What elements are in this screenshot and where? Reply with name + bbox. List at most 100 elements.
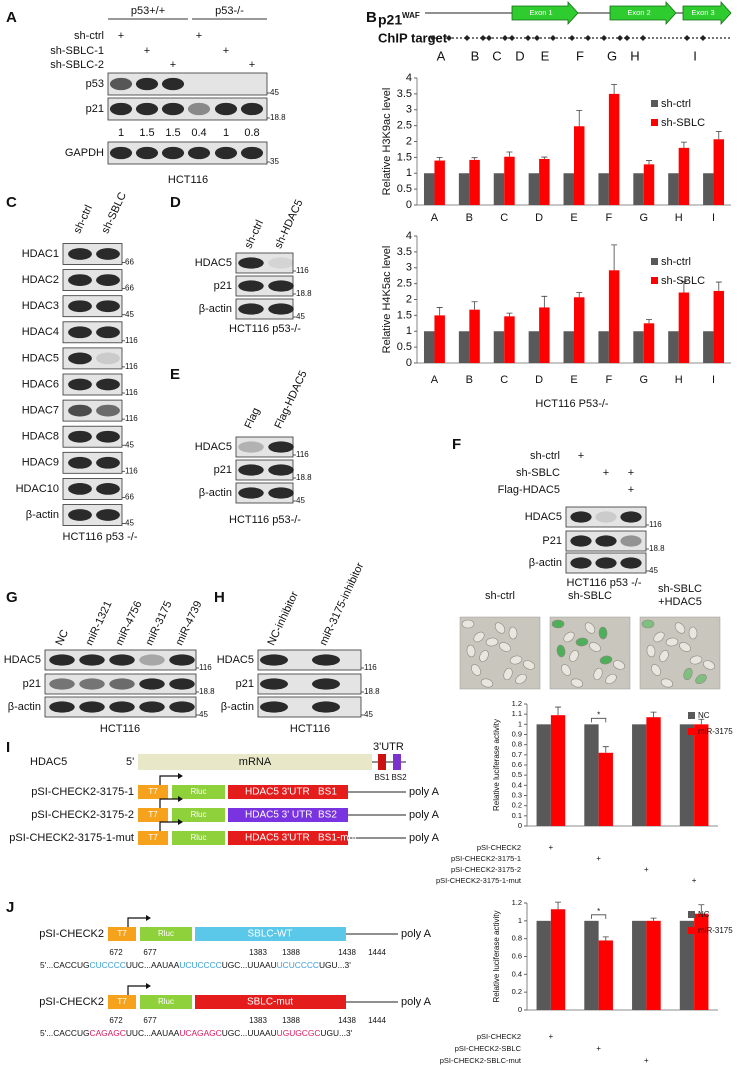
size-marker: 66 bbox=[125, 284, 134, 293]
x-tick-label: A bbox=[431, 212, 439, 224]
row-label: HDAC5 bbox=[22, 352, 59, 364]
sequence-part: UGU...3' bbox=[320, 1028, 352, 1038]
lane-label: sh-HDAC5 bbox=[272, 198, 305, 251]
x-tick-label: B bbox=[466, 374, 473, 386]
bs1 bbox=[378, 754, 386, 770]
band bbox=[96, 404, 120, 417]
lane-label: sh-ctrl bbox=[242, 218, 266, 250]
cell bbox=[653, 631, 665, 643]
condition-label: pSI-CHECK2-SBLC-mut bbox=[440, 1056, 522, 1065]
error-bar bbox=[646, 319, 653, 324]
row-label: β-actin bbox=[199, 303, 232, 315]
cell bbox=[702, 660, 716, 670]
size-marker: 116 bbox=[125, 388, 138, 397]
cell bbox=[561, 664, 571, 676]
band bbox=[79, 701, 105, 713]
plus: + bbox=[223, 45, 229, 57]
exon-label: Exon 2 bbox=[627, 8, 650, 17]
chip-site bbox=[624, 35, 630, 41]
caption: HCT116 p53-/- bbox=[229, 323, 301, 335]
y-tick-label: 0 bbox=[518, 1005, 522, 1014]
lane-label: miR-1321 bbox=[83, 599, 114, 647]
cell bbox=[473, 631, 485, 643]
sequence-part: 5'...CACCUG bbox=[40, 960, 90, 970]
chip-site bbox=[550, 35, 556, 41]
error-bar bbox=[555, 706, 562, 716]
condition-label: pSI-CHECK2-3175-2 bbox=[451, 865, 521, 874]
lane-label: miR-4756 bbox=[113, 599, 144, 647]
band bbox=[68, 509, 92, 521]
bar bbox=[598, 940, 613, 1010]
position: 677 bbox=[143, 948, 157, 957]
band bbox=[595, 511, 617, 523]
cell bbox=[466, 644, 476, 658]
legend-swatch bbox=[651, 258, 658, 265]
y-tick-label: 0.4 bbox=[512, 969, 522, 978]
insert-label: HDAC5 3'UTR bbox=[245, 833, 310, 844]
row-label: p53 bbox=[86, 78, 104, 90]
bar bbox=[646, 920, 661, 1010]
position: 1438 bbox=[338, 948, 356, 957]
bar bbox=[713, 290, 725, 363]
size-marker: 45 bbox=[649, 566, 658, 575]
quantity: 0.8 bbox=[244, 127, 259, 139]
band bbox=[135, 102, 159, 116]
error-bar bbox=[541, 156, 548, 159]
band bbox=[238, 280, 264, 292]
band bbox=[238, 257, 264, 269]
band bbox=[96, 352, 120, 365]
condition-label: pSI-CHECK2-3175-1-mut bbox=[436, 876, 522, 885]
cell bbox=[651, 664, 661, 676]
band bbox=[312, 701, 340, 713]
condition-label: sh-SBLC-2 bbox=[50, 59, 104, 71]
arrow-head bbox=[178, 773, 183, 779]
cell bbox=[570, 678, 584, 688]
construct-name: pSI-CHECK2 bbox=[39, 996, 104, 1008]
panel-label: J bbox=[6, 899, 14, 916]
legend-label: miR-3175 bbox=[698, 926, 733, 935]
target-label: G bbox=[607, 48, 617, 63]
lane-label: Flag-HDAC5 bbox=[272, 369, 309, 431]
y-tick-label: 0.1 bbox=[512, 811, 522, 820]
sequence-part: UGUGCGC bbox=[277, 1028, 321, 1038]
size-marker: 116 bbox=[296, 450, 309, 459]
cell bbox=[509, 655, 523, 665]
chip-site bbox=[534, 35, 540, 41]
row-label: HDAC5 bbox=[525, 511, 562, 523]
row-label: HDAC5 bbox=[195, 257, 232, 269]
y-tick-label: 3 bbox=[406, 262, 412, 274]
position: 1383 bbox=[249, 1016, 267, 1025]
legend-swatch bbox=[688, 911, 695, 918]
polya-label: poly A bbox=[409, 786, 440, 798]
error-bar bbox=[715, 130, 722, 140]
x-tick-label: G bbox=[639, 212, 648, 224]
cell bbox=[598, 626, 608, 640]
legend-swatch bbox=[651, 277, 658, 284]
bar bbox=[608, 270, 620, 363]
plus: + bbox=[118, 30, 124, 42]
y-tick-label: 0.6 bbox=[512, 951, 522, 960]
bar bbox=[536, 724, 551, 826]
row-label: HDAC6 bbox=[22, 378, 59, 390]
lane-label: Flag bbox=[242, 406, 262, 430]
rluc-box bbox=[172, 831, 225, 845]
bar bbox=[703, 331, 714, 363]
promoter-arrow bbox=[127, 985, 146, 995]
band bbox=[238, 441, 264, 453]
sequence-part: CUCCCC bbox=[90, 960, 126, 970]
bar bbox=[563, 331, 574, 363]
exon bbox=[682, 0, 732, 26]
panel-label: D bbox=[170, 194, 181, 211]
band bbox=[268, 280, 294, 292]
group-label: p53-/- bbox=[215, 5, 244, 17]
insert-box bbox=[228, 831, 348, 845]
size-marker: 116 bbox=[125, 414, 138, 423]
y-tick-label: 0.3 bbox=[512, 790, 522, 799]
chip-site bbox=[486, 35, 492, 41]
size-marker: 45 bbox=[125, 310, 134, 319]
condition-label: Flag-HDAC5 bbox=[498, 484, 560, 496]
x-tick-label: F bbox=[606, 212, 613, 224]
size-marker: 45 bbox=[125, 440, 134, 449]
caption: HCT116 P53-/- bbox=[535, 398, 608, 410]
polya-label: poly A bbox=[409, 809, 440, 821]
